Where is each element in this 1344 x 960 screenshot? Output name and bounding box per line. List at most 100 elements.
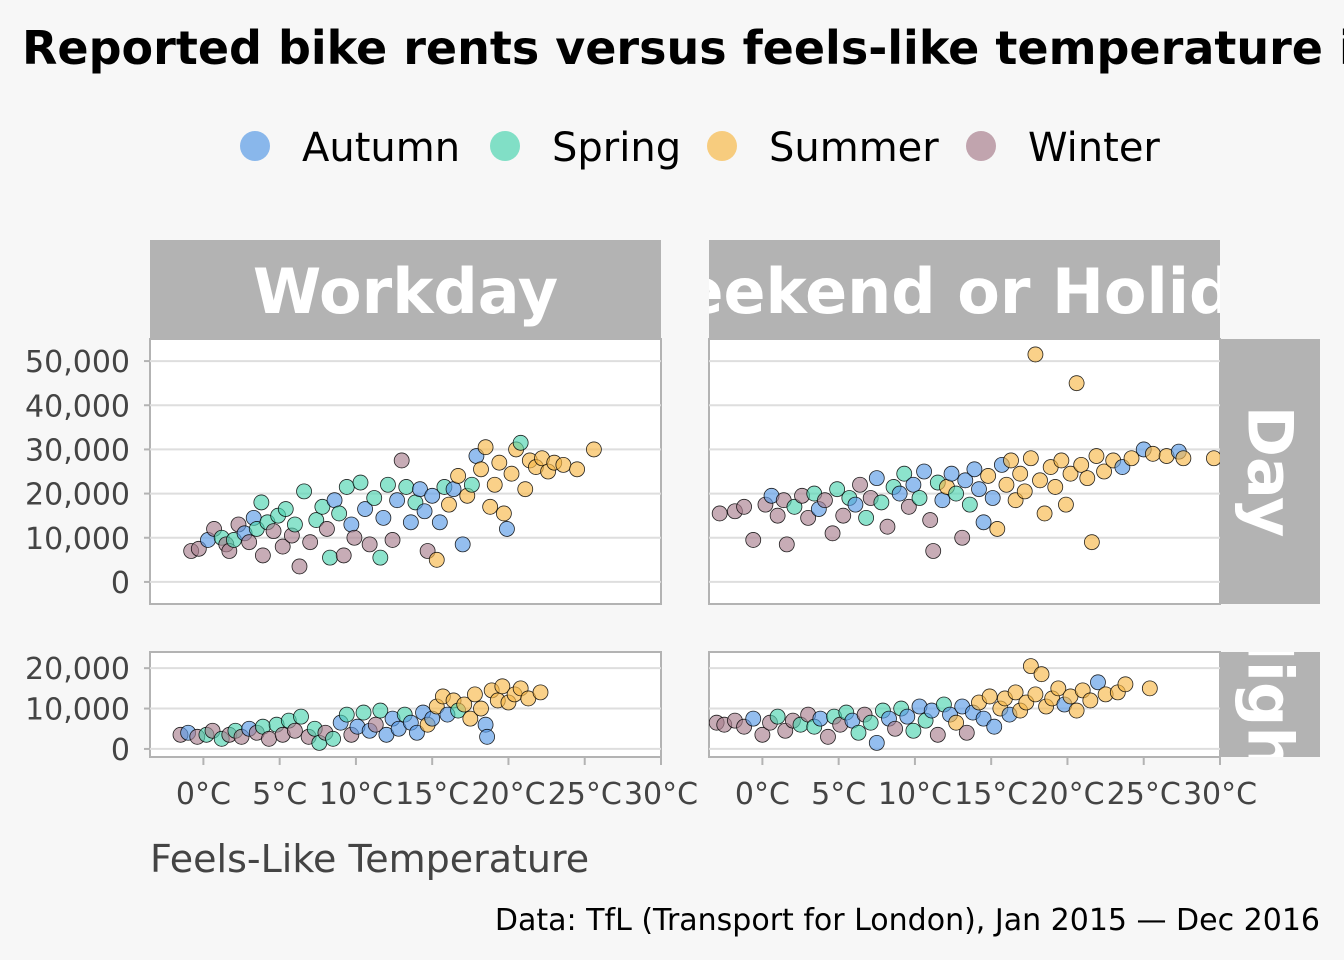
point-winter	[384, 532, 401, 548]
point-summer	[473, 461, 489, 478]
point-summer	[1058, 496, 1074, 513]
point-autumn	[971, 481, 987, 498]
point-summer	[1141, 680, 1158, 697]
point-autumn	[745, 710, 762, 727]
point-summer	[428, 551, 445, 568]
point-autumn	[966, 461, 983, 478]
point-summer	[517, 481, 534, 498]
point-winter	[736, 498, 752, 515]
point-autumn	[934, 492, 951, 509]
point-summer	[948, 714, 965, 731]
point-spring	[858, 509, 875, 526]
chart-caption: Data: TfL (Transport for London), Jan 20…	[495, 903, 1320, 938]
point-spring	[862, 714, 879, 731]
point-summer	[569, 461, 586, 478]
column-strip-label-workday: Workday	[253, 255, 558, 328]
point-summer	[1062, 465, 1079, 482]
x-tick-label: 10°C	[878, 777, 952, 812]
point-spring	[398, 479, 415, 495]
point-summer	[1123, 450, 1140, 467]
point-summer	[473, 700, 489, 717]
point-summer	[585, 441, 602, 458]
y-tick-label: 10,000	[25, 522, 130, 557]
points-group	[709, 658, 1158, 751]
point-summer	[1050, 680, 1067, 697]
facet-strips: Workday Weekend or Holiday Day Night	[150, 240, 1320, 757]
point-winter	[824, 525, 841, 542]
legend-item-autumn: Autumn	[240, 125, 460, 171]
legend-item-summer: Summer	[707, 125, 939, 171]
point-summer	[503, 465, 520, 482]
point-autumn	[868, 734, 885, 751]
facet-panels	[149, 338, 1221, 758]
y-axis-night: 0 10,000 20,000	[25, 652, 150, 768]
point-autumn	[905, 476, 922, 493]
legend-key-spring	[490, 131, 520, 161]
point-summer	[1036, 505, 1053, 522]
row-strip-night: Night	[1220, 652, 1320, 757]
point-spring	[277, 501, 294, 517]
column-strip-label-weekend-or-holiday: Weekend or Holiday	[615, 255, 1313, 328]
x-axis-workday: 0°C 5°C 10°C 15°C 20°C 25°C 30°C	[176, 757, 698, 812]
point-winter	[817, 492, 833, 509]
point-summer	[1053, 452, 1070, 469]
point-autumn	[868, 470, 885, 487]
point-summer	[1206, 450, 1220, 467]
point-spring	[338, 479, 355, 495]
point-summer	[1068, 702, 1085, 719]
legend-item-winter: Winter	[966, 125, 1160, 171]
point-winter	[852, 476, 868, 493]
legend: Autumn Spring Summer Winter	[240, 125, 1160, 171]
x-tick-label: 30°C	[624, 777, 698, 812]
y-tick-label: 10,000	[25, 693, 130, 728]
point-summer	[482, 498, 499, 515]
legend-key-autumn	[240, 131, 270, 161]
point-autumn	[916, 463, 932, 480]
x-tick-label: 0°C	[735, 777, 790, 812]
point-spring	[366, 490, 383, 506]
point-spring	[961, 496, 978, 513]
x-axis-title: Feels-Like Temperature	[150, 837, 589, 881]
point-summer	[1096, 463, 1112, 480]
chart-title: Reported bike rents versus feels-like te…	[22, 21, 1344, 75]
legend-key-summer	[707, 131, 737, 161]
legend-label-winter: Winter	[1028, 125, 1160, 171]
point-autumn	[357, 501, 373, 517]
point-spring	[948, 485, 965, 502]
y-tick-label: 0	[111, 566, 130, 601]
y-axis-day: 0 10,000 20,000 30,000 40,000 50,000	[25, 345, 150, 601]
point-winter	[367, 716, 384, 733]
point-spring	[850, 724, 867, 741]
point-autumn	[975, 514, 992, 531]
point-winter	[346, 529, 363, 546]
point-summer	[1117, 676, 1134, 693]
point-spring	[380, 476, 396, 493]
x-tick-label: 15°C	[954, 777, 1028, 812]
point-autumn	[445, 481, 462, 498]
y-tick-label: 50,000	[25, 345, 130, 380]
point-spring	[331, 505, 348, 522]
point-spring	[352, 474, 369, 491]
point-summer	[467, 686, 483, 703]
point-winter	[335, 547, 352, 564]
point-autumn	[412, 481, 428, 498]
panel-workday-day	[149, 338, 662, 605]
point-summer	[1144, 445, 1161, 462]
point-winter	[922, 512, 939, 528]
point-spring	[325, 730, 341, 747]
panel-weekend-or-holiday-day	[708, 338, 1221, 605]
point-winter	[291, 558, 308, 575]
point-spring	[512, 434, 529, 451]
point-winter	[254, 547, 271, 564]
panel-weekend-or-holiday-night	[708, 651, 1221, 758]
x-tick-label: 15°C	[395, 777, 469, 812]
point-winter	[879, 518, 896, 535]
row-strip-day: Day	[1220, 339, 1320, 604]
point-winter	[835, 507, 852, 524]
point-winter	[900, 498, 917, 515]
point-autumn	[424, 487, 441, 504]
point-winter	[754, 726, 771, 743]
x-tick-label: 25°C	[548, 777, 622, 812]
point-autumn	[409, 724, 425, 741]
